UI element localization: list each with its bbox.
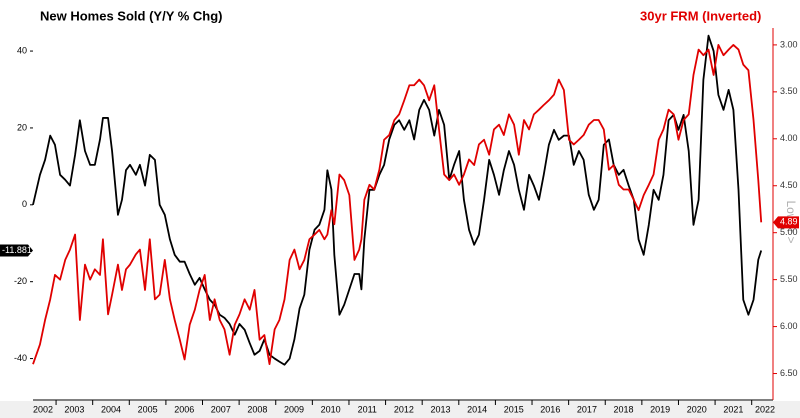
y-tick-label: 0 xyxy=(22,199,27,209)
y-tick-label: -40 xyxy=(14,353,27,363)
x-tick-label: 2020 xyxy=(687,404,707,414)
y2-title: 30yr FRM (Inverted) xyxy=(640,8,761,23)
chart-title: New Homes Sold (Y/Y % Chg) xyxy=(40,8,223,23)
x-tick-label: 2002 xyxy=(33,404,53,414)
x-tick-label: 2013 xyxy=(430,404,450,414)
x-tick-label: 2021 xyxy=(723,404,743,414)
x-tick-label: 2016 xyxy=(540,404,560,414)
y-tick-label: -20 xyxy=(14,276,27,286)
x-tick-label: 2018 xyxy=(614,404,634,414)
series-line xyxy=(32,44,763,366)
x-tick-label: 2007 xyxy=(211,404,231,414)
x-axis-band xyxy=(0,401,800,418)
x-tick-label: 2017 xyxy=(577,404,597,414)
y2-tick-label: 6.00 xyxy=(780,321,798,331)
x-tick-label: 2005 xyxy=(138,404,158,414)
y2-tick-label: 5.50 xyxy=(780,274,798,284)
x-tick-label: 2022 xyxy=(755,404,775,414)
x-tick-label: 2012 xyxy=(394,404,414,414)
x-tick-label: 2008 xyxy=(247,404,267,414)
y2-tick-label: 5.00 xyxy=(780,227,798,237)
x-tick-label: 2010 xyxy=(321,404,341,414)
last-value-box xyxy=(773,216,799,229)
x-tick-label: 2003 xyxy=(64,404,84,414)
y2-tick-label: 4.50 xyxy=(780,180,798,190)
last-value-label: -11.881 xyxy=(2,245,32,255)
x-tick-label: 2011 xyxy=(358,404,377,414)
y2-tick-label: 6.50 xyxy=(780,368,798,378)
x-tick-label: 2004 xyxy=(101,404,121,414)
x-tick-label: 2009 xyxy=(284,404,304,414)
series-line xyxy=(32,34,763,366)
y-tick-label: 40 xyxy=(17,45,27,55)
x-tick-label: 2019 xyxy=(650,404,670,414)
x-tick-label: 2015 xyxy=(504,404,524,414)
y2-tick-label: 3.00 xyxy=(780,39,798,49)
last-value-label: 4.89 xyxy=(780,217,798,227)
y-tick-label: 20 xyxy=(17,122,27,132)
x-tick-label: 2006 xyxy=(174,404,194,414)
y2-tick-label: 4.00 xyxy=(780,133,798,143)
last-value-box xyxy=(0,244,33,257)
y2-tick-label: 3.50 xyxy=(780,86,798,96)
x-tick-label: 2014 xyxy=(467,404,487,414)
